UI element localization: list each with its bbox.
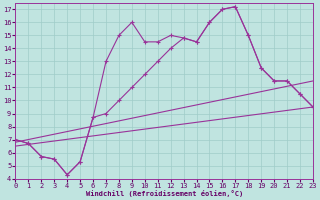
- X-axis label: Windchill (Refroidissement éolien,°C): Windchill (Refroidissement éolien,°C): [85, 190, 243, 197]
